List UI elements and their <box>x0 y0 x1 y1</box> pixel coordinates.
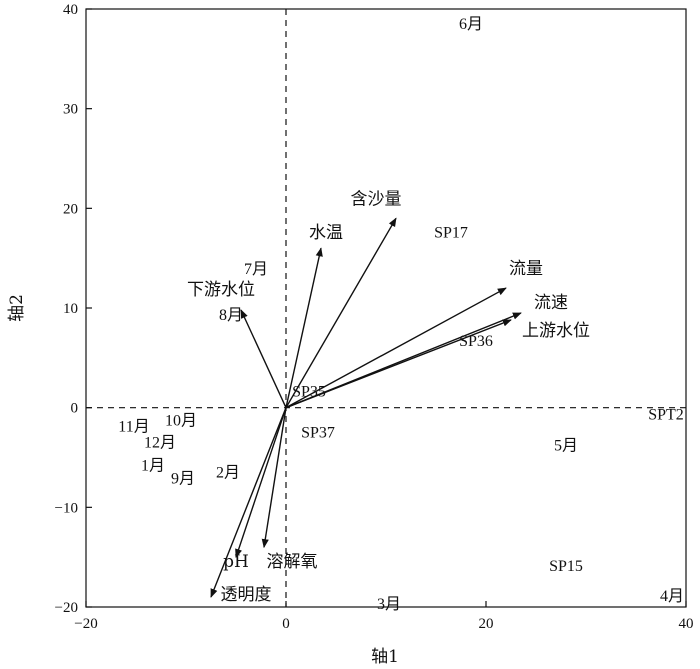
point-label-13: 9月 <box>171 470 195 487</box>
x-tick-label: −20 <box>74 616 97 632</box>
point-label-17: 4月 <box>660 588 684 605</box>
point-label-12: 1月 <box>141 457 165 474</box>
x-tick-label: 0 <box>282 616 290 632</box>
vector-label-5: 下游水位 <box>187 280 255 300</box>
point-label-8: 5月 <box>554 438 578 455</box>
point-label-15: SP15 <box>549 558 583 575</box>
plot-frame <box>85 8 687 608</box>
point-label-14: 2月 <box>216 464 240 481</box>
vector-label-4: 上游水位 <box>522 321 590 341</box>
vector-label-7: pH <box>223 552 249 572</box>
y-tick-label: −10 <box>55 500 78 516</box>
y-tick-label: 0 <box>71 401 79 417</box>
vector-arrow-7 <box>235 407 287 559</box>
vector-arrow-1 <box>285 247 323 408</box>
point-label-3: 8月 <box>219 307 243 324</box>
x-axis-title: 轴1 <box>371 647 399 667</box>
y-tick-label: 40 <box>63 2 78 18</box>
vector-label-1: 水温 <box>309 223 343 243</box>
point-label-11: 12月 <box>144 435 176 452</box>
vector-label-6: 溶解氧 <box>267 552 318 572</box>
point-label-4: SP36 <box>459 333 493 350</box>
y-tick-label: 10 <box>63 301 78 317</box>
point-label-7: SPT2 <box>648 407 684 424</box>
point-label-9: 11月 <box>118 419 149 436</box>
point-label-0: 6月 <box>459 16 483 33</box>
y-tick-label: 30 <box>63 102 78 118</box>
vector-label-2: 流量 <box>509 259 543 279</box>
y-tick-label: 20 <box>63 201 78 217</box>
point-label-16: 3月 <box>377 596 401 613</box>
y-axis-title: 轴2 <box>7 294 27 322</box>
vector-arrow-4 <box>285 319 512 409</box>
vector-arrow-5 <box>240 309 287 408</box>
vector-label-8: 透明度 <box>221 585 272 605</box>
y-tick-label: −20 <box>55 600 78 616</box>
vector-arrow-2 <box>285 287 507 409</box>
vector-arrow-0 <box>285 217 397 409</box>
vector-label-0: 含沙量 <box>351 189 402 209</box>
point-label-1: SP17 <box>434 224 468 241</box>
point-label-5: SP35 <box>292 384 326 401</box>
vector-label-3: 流速 <box>534 293 568 313</box>
point-label-10: 10月 <box>165 413 197 430</box>
vector-arrow-8 <box>210 407 287 598</box>
x-tick-label: 40 <box>679 616 694 632</box>
x-tick-label: 20 <box>479 616 494 632</box>
vector-arrow-6 <box>261 407 287 549</box>
point-label-6: SP37 <box>301 425 335 442</box>
point-label-2: 7月 <box>244 261 268 278</box>
